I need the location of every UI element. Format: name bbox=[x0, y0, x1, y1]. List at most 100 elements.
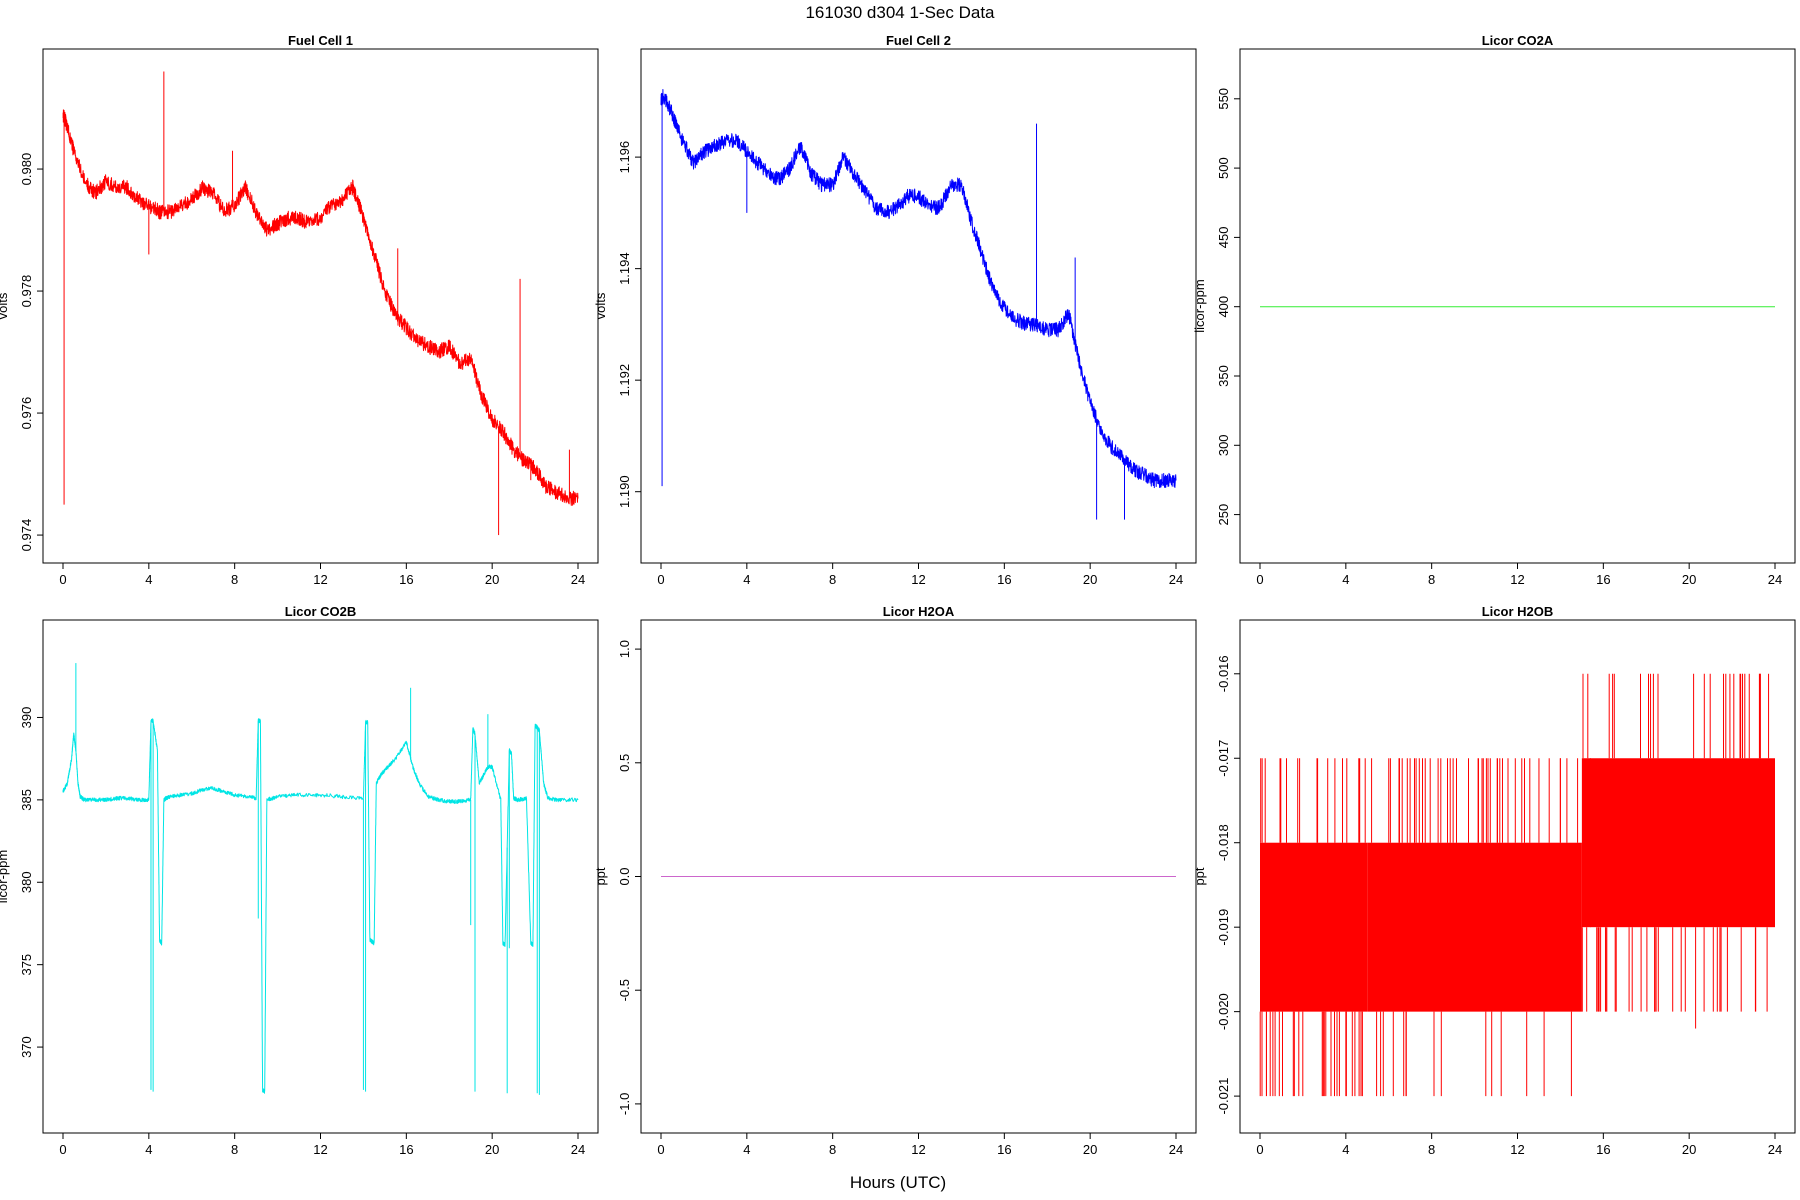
x-tick-label: 12 bbox=[911, 572, 925, 587]
y-tick-label: 0.5 bbox=[617, 754, 632, 772]
panel-4: Licor CO2B licor-ppm 0 4 8 12 16 20 24 370 375 380 3… bbox=[0, 604, 599, 1157]
x-tick-label: 24 bbox=[571, 1142, 585, 1157]
y-tick-label: 0.978 bbox=[19, 275, 34, 308]
y-tick-label: 1.190 bbox=[617, 475, 632, 508]
x-tick-label: 0 bbox=[1256, 1142, 1263, 1157]
x-tick-label: 4 bbox=[1342, 572, 1349, 587]
x-tick-label: 8 bbox=[231, 572, 238, 587]
x-tick-label: 20 bbox=[1083, 1142, 1097, 1157]
panel-title: Fuel Cell 1 bbox=[288, 33, 353, 48]
y-tick-label: 450 bbox=[1216, 227, 1231, 249]
y-tick-label: 0.974 bbox=[19, 519, 34, 552]
series-band bbox=[1581, 758, 1775, 928]
x-tick-label: 8 bbox=[1428, 572, 1435, 587]
panel-title: Licor CO2A bbox=[1482, 33, 1554, 48]
series-line bbox=[660, 89, 1177, 489]
x-tick-label: 24 bbox=[1169, 1142, 1183, 1157]
x-tick-label: 12 bbox=[1510, 572, 1524, 587]
series-band bbox=[1260, 842, 1368, 1012]
y-tick-label: -0.019 bbox=[1216, 909, 1231, 946]
y-tick-label: -0.020 bbox=[1216, 993, 1231, 1030]
y-tick-label: 400 bbox=[1216, 296, 1231, 318]
y-tick-label: -0.018 bbox=[1216, 824, 1231, 861]
x-tick-label: 24 bbox=[1768, 572, 1782, 587]
y-tick-label: 550 bbox=[1216, 88, 1231, 110]
series-band bbox=[1367, 842, 1582, 1012]
x-tick-label: 8 bbox=[1428, 1142, 1435, 1157]
x-tick-label: 4 bbox=[145, 572, 152, 587]
y-tick-label: 385 bbox=[19, 789, 34, 811]
shared-x-axis-title: Hours (UTC) bbox=[850, 1173, 946, 1192]
x-tick-label: 20 bbox=[1682, 1142, 1696, 1157]
y-tick-label: -0.5 bbox=[617, 979, 632, 1001]
x-tick-label: 4 bbox=[743, 1142, 750, 1157]
x-tick-label: 0 bbox=[1256, 572, 1263, 587]
y-tick-label: -0.021 bbox=[1216, 1078, 1231, 1115]
x-tick-label: 20 bbox=[1682, 572, 1696, 587]
y-axis-title: licor-ppm bbox=[0, 850, 10, 903]
panel-3: Licor CO2A licor-ppm 0 4 8 12 16 20 24 250 300 350 4… bbox=[1192, 33, 1796, 587]
panel-title: Licor H2OA bbox=[883, 604, 955, 619]
y-tick-label: 1.0 bbox=[617, 640, 632, 658]
x-tick-label: 24 bbox=[1169, 572, 1183, 587]
y-tick-label: 380 bbox=[19, 871, 34, 893]
x-tick-label: 20 bbox=[1083, 572, 1097, 587]
y-tick-label: 0.976 bbox=[19, 397, 34, 430]
x-tick-label: 8 bbox=[829, 1142, 836, 1157]
y-axis-title: ppt bbox=[1192, 867, 1207, 885]
y-tick-label: 0.0 bbox=[617, 867, 632, 885]
series-4 bbox=[62, 663, 579, 1095]
panel-1: Fuel Cell 1 volts 0 4 8 12 16 20 24 0.974 0.976 0.9… bbox=[0, 33, 599, 587]
y-tick-label: 1.196 bbox=[617, 141, 632, 174]
y-tick-label: 1.194 bbox=[617, 252, 632, 285]
figure-title: 161030 d304 1-Sec Data bbox=[805, 3, 995, 22]
x-tick-label: 0 bbox=[657, 1142, 664, 1157]
panel-title: Licor CO2B bbox=[285, 604, 357, 619]
series-2 bbox=[660, 89, 1177, 520]
x-tick-label: 4 bbox=[743, 572, 750, 587]
panel-5: Licor H2OA ppt 0 4 8 12 16 20 24 -1.0 -0.5 0.0 0.5 1.… bbox=[593, 604, 1197, 1157]
y-tick-label: 500 bbox=[1216, 157, 1231, 179]
y-axis-title: licor-ppm bbox=[1192, 279, 1207, 332]
x-tick-label: 16 bbox=[399, 572, 413, 587]
y-tick-label: 350 bbox=[1216, 365, 1231, 387]
y-tick-label: -0.016 bbox=[1216, 655, 1231, 692]
y-tick-label: 1.192 bbox=[617, 364, 632, 397]
y-tick-label: 0.980 bbox=[19, 153, 34, 186]
y-tick-label: 370 bbox=[19, 1036, 34, 1058]
y-tick-label: -0.017 bbox=[1216, 740, 1231, 777]
x-tick-label: 12 bbox=[1510, 1142, 1524, 1157]
x-tick-label: 12 bbox=[313, 1142, 327, 1157]
panel-title: Fuel Cell 2 bbox=[886, 33, 951, 48]
panel-title: Licor H2OB bbox=[1482, 604, 1554, 619]
panel-6: Licor H2OB ppt 0 4 8 12 16 20 24 -0.021 -0.020 -0.0… bbox=[1192, 604, 1796, 1157]
x-tick-label: 0 bbox=[59, 1142, 66, 1157]
x-tick-label: 12 bbox=[911, 1142, 925, 1157]
x-tick-label: 0 bbox=[657, 572, 664, 587]
x-tick-label: 24 bbox=[571, 572, 585, 587]
x-tick-label: 16 bbox=[997, 1142, 1011, 1157]
y-axis-title: ppt bbox=[593, 867, 608, 885]
x-tick-label: 8 bbox=[829, 572, 836, 587]
y-tick-label: 250 bbox=[1216, 504, 1231, 526]
y-axis-title: volts bbox=[593, 292, 608, 319]
x-tick-label: 16 bbox=[1596, 1142, 1610, 1157]
y-tick-label: -1.0 bbox=[617, 1093, 632, 1115]
x-tick-label: 4 bbox=[145, 1142, 152, 1157]
x-tick-label: 12 bbox=[313, 572, 327, 587]
x-tick-label: 4 bbox=[1342, 1142, 1349, 1157]
x-tick-label: 24 bbox=[1768, 1142, 1782, 1157]
x-tick-label: 16 bbox=[997, 572, 1011, 587]
series-1 bbox=[62, 71, 579, 536]
x-tick-label: 20 bbox=[485, 572, 499, 587]
panel-2: Fuel Cell 2 volts 0 4 8 12 16 20 24 1.190 1.192 1.1… bbox=[593, 33, 1197, 587]
series-6 bbox=[1259, 673, 1775, 1097]
series-line bbox=[62, 109, 579, 506]
y-tick-label: 375 bbox=[19, 954, 34, 976]
x-tick-label: 0 bbox=[59, 572, 66, 587]
y-tick-label: 390 bbox=[19, 707, 34, 729]
panel-grid: Fuel Cell 1 volts 0 4 8 12 16 20 24 0.974 0.976 0.9… bbox=[0, 33, 1796, 1157]
x-tick-label: 20 bbox=[485, 1142, 499, 1157]
